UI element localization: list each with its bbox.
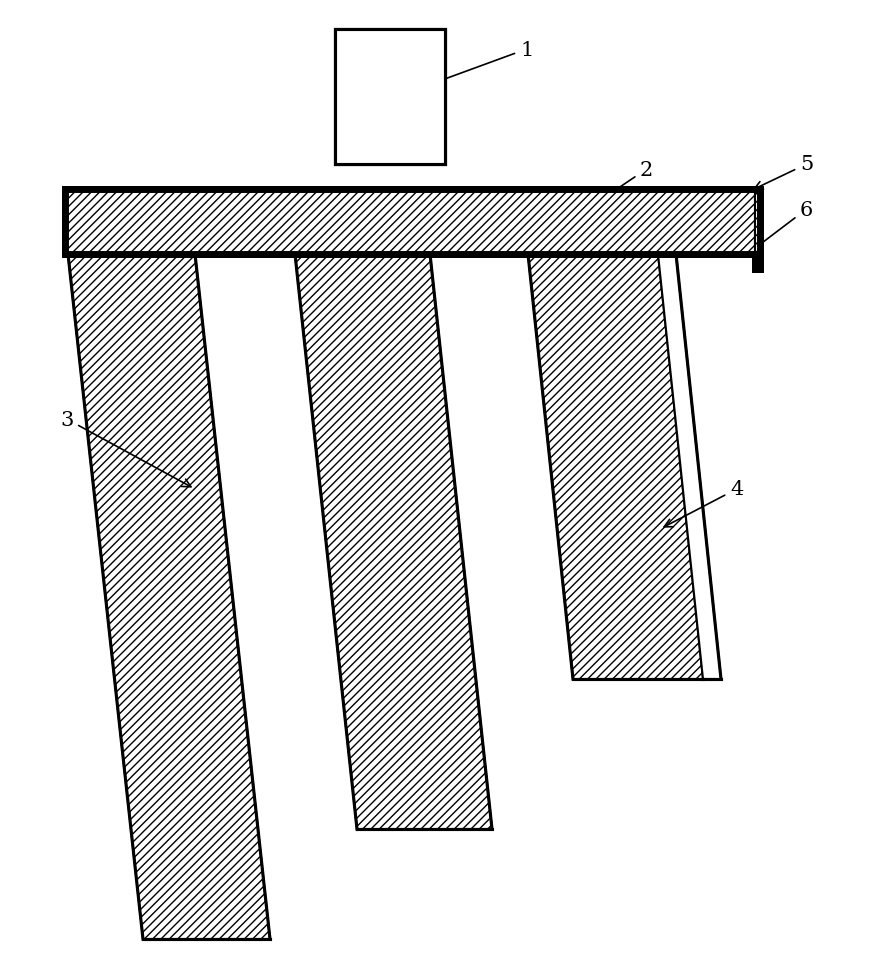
Polygon shape [295, 254, 491, 829]
Polygon shape [754, 190, 759, 270]
Polygon shape [65, 190, 754, 254]
Polygon shape [335, 30, 445, 165]
Polygon shape [657, 254, 720, 680]
Text: 1: 1 [394, 40, 532, 100]
Polygon shape [527, 254, 702, 680]
Text: 2: 2 [553, 160, 652, 232]
Text: 3: 3 [60, 410, 190, 487]
Text: 5: 5 [753, 156, 812, 190]
Polygon shape [65, 190, 754, 254]
Polygon shape [335, 30, 445, 165]
Polygon shape [68, 254, 270, 939]
Text: 4: 4 [663, 480, 743, 527]
Polygon shape [754, 190, 759, 270]
Text: 6: 6 [752, 200, 812, 250]
